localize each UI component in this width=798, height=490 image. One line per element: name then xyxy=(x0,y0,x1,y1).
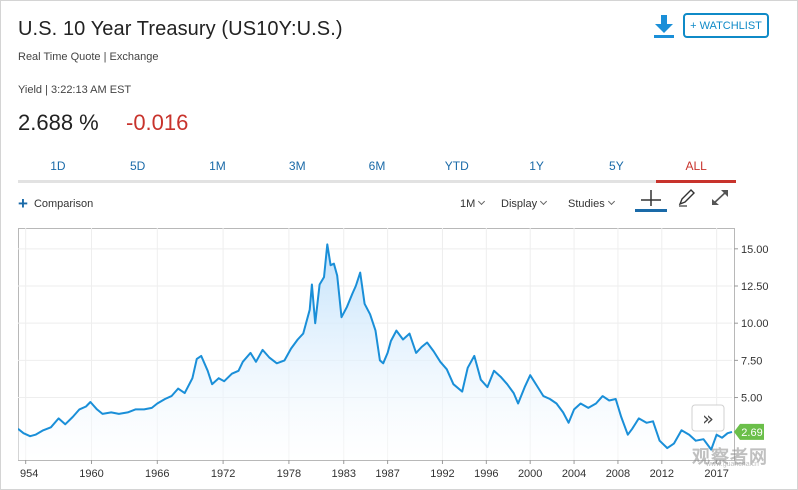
watermark-url: www.guancha.cn xyxy=(706,461,759,468)
chevron-down-icon xyxy=(478,197,486,206)
download-icon xyxy=(654,15,674,38)
x-tick-label: 2000 xyxy=(518,468,542,480)
x-tick-label: 2004 xyxy=(562,468,586,480)
navigate-button-box[interactable] xyxy=(691,404,725,432)
expand-icon xyxy=(712,190,728,205)
download-button[interactable] xyxy=(652,14,676,40)
watchlist-button[interactable]: + WATCHLIST xyxy=(683,13,769,38)
y-tick-label: 7.50 xyxy=(741,355,762,367)
pencil-icon xyxy=(678,189,695,207)
chart-navigate-button[interactable]: » xyxy=(691,404,725,432)
x-tick-label: 954 xyxy=(20,468,38,480)
studies-label: Studies xyxy=(568,198,605,210)
tab-1m[interactable]: 1M xyxy=(209,159,226,173)
tab-5y[interactable]: 5Y xyxy=(609,159,624,173)
x-tick-label: 1987 xyxy=(375,468,399,480)
watermark-logo: 观察者网 xyxy=(692,447,768,467)
quote-source: Real Time Quote | Exchange xyxy=(18,51,159,63)
x-tick-label: 2012 xyxy=(650,468,674,480)
tab-1y[interactable]: 1Y xyxy=(529,159,544,173)
crosshair-icon xyxy=(641,190,661,206)
studies-dropdown[interactable]: Studies xyxy=(568,197,615,210)
plot-area xyxy=(18,228,735,461)
interval-dropdown[interactable]: 1M xyxy=(460,197,486,210)
double-chevron-right-icon: » xyxy=(702,408,714,430)
comparison-button[interactable]: + Comparison xyxy=(18,194,94,213)
tab-3m[interactable]: 3M xyxy=(288,159,306,173)
x-tick-label: 1966 xyxy=(145,468,169,480)
x-tick-label: 1978 xyxy=(277,468,301,480)
x-tick-label: 1983 xyxy=(331,468,355,480)
expand-button[interactable] xyxy=(708,187,732,209)
draw-button[interactable] xyxy=(675,187,697,209)
crosshair-button[interactable] xyxy=(635,187,667,212)
y-tick-label: 12.50 xyxy=(741,281,769,293)
y-tick-label: 5.00 xyxy=(741,393,762,405)
chevron-down-icon xyxy=(540,197,548,206)
x-tick-label: 1992 xyxy=(430,468,454,480)
yield-history-chart[interactable]: 954 1960 1966 1972 1978 1983 1987 1992 1996 2000 2… xyxy=(18,228,790,484)
x-tick-label: 2008 xyxy=(606,468,630,480)
tab-ytd[interactable]: YTD xyxy=(444,159,469,173)
interval-label: 1M xyxy=(460,198,476,210)
display-label: Display xyxy=(501,198,538,210)
yield-timestamp: Yield | 3:22:13 AM EST xyxy=(18,84,132,96)
yield-area xyxy=(18,244,732,460)
plus-icon: + xyxy=(18,194,28,213)
comparison-label: Comparison xyxy=(33,198,94,210)
x-tick-label: 1960 xyxy=(79,468,103,480)
chevron-down-icon xyxy=(607,197,615,206)
yield-change: -0.016 xyxy=(126,110,189,135)
current-yield: 2.688 % xyxy=(18,110,99,135)
tab-6m[interactable]: 6M xyxy=(368,159,386,173)
display-dropdown[interactable]: Display xyxy=(501,197,548,210)
x-tick-label: 1972 xyxy=(211,468,235,480)
x-tick-label: 1996 xyxy=(474,468,498,480)
yield-line xyxy=(18,243,733,451)
last-value-label: 2.69 xyxy=(741,427,762,439)
tab-5d[interactable]: 5D xyxy=(130,159,146,173)
y-tick-label: 10.00 xyxy=(741,318,769,330)
x-tick-label: 2017 xyxy=(704,468,728,480)
y-tick-label: 15.00 xyxy=(741,244,769,256)
tab-1d[interactable]: 1D xyxy=(50,159,66,173)
last-value-badge xyxy=(734,423,764,440)
tab-all[interactable]: ALL xyxy=(656,154,736,183)
page-title: U.S. 10 Year Treasury (US10Y:U.S.) xyxy=(18,18,343,40)
time-range-tabs: 1D 5D 1M 3M 6M YTD 1Y 5Y ALL xyxy=(18,154,736,183)
